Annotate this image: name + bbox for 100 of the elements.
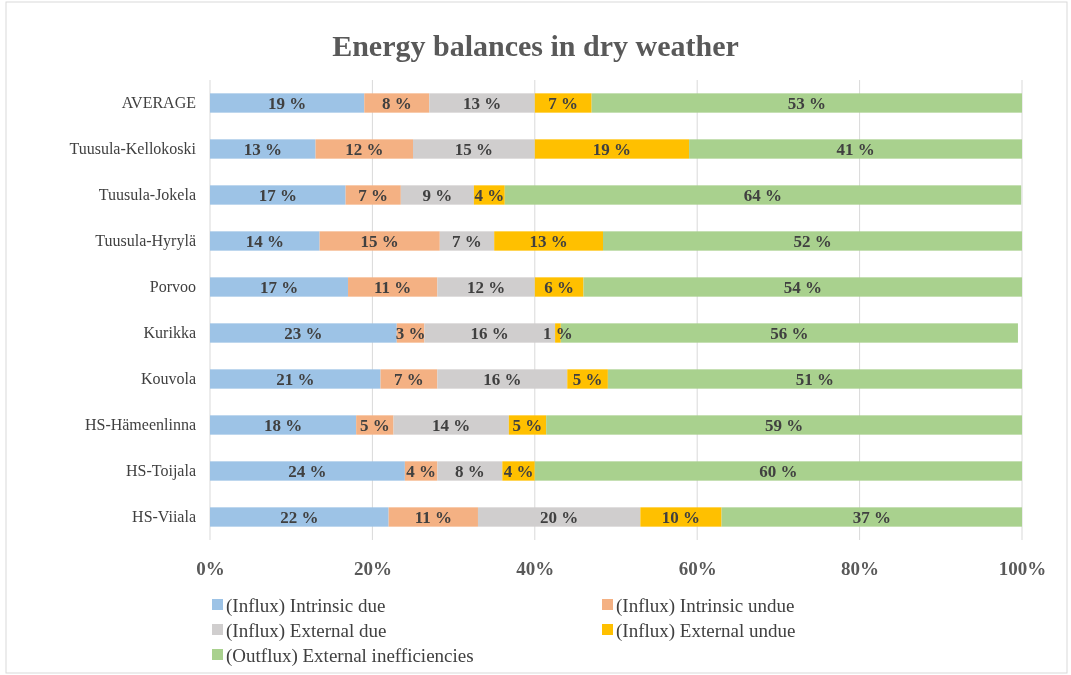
bar [437,461,503,481]
bar [210,415,357,435]
bar [689,139,1022,159]
data-label: 54 % [783,278,822,298]
data-label: 5 % [512,416,543,436]
data-label: 12 % [345,140,384,160]
data-label: 52 % [793,232,832,252]
data-label: 7 % [548,94,579,114]
bar [210,369,381,389]
data-label: 11 % [374,278,412,298]
bar [534,461,1022,481]
data-label: 5 % [572,370,603,390]
bar [348,277,438,297]
y-tick-label: Porvoo [149,278,196,296]
y-tick-label: Tuusula-Jokela [98,186,196,204]
bar [210,185,346,205]
bar [210,139,316,159]
x-tick-label: 60% [678,558,717,580]
data-label: 64 % [743,186,783,206]
bar [210,323,397,343]
bar [210,277,349,297]
data-label: 6 % [544,278,575,298]
data-label: 7 % [394,370,424,390]
data-label: 51 % [795,370,835,390]
data-label: 17 % [259,278,299,298]
bar [388,507,478,527]
data-label: 21 % [276,370,315,390]
bar [210,231,320,251]
data-label: 5 % [359,416,390,436]
data-label: 14 % [245,232,284,252]
bar [210,93,365,113]
data-label: 7 % [452,232,482,252]
x-tick-label: 40% [516,558,555,580]
data-label: 4 % [503,462,534,482]
data-label: 12 % [466,278,506,298]
bar [319,231,440,251]
data-label: 53 % [787,94,826,114]
data-label: 3 % [395,324,426,344]
data-label: 8 % [454,462,485,482]
data-label: 7 % [358,186,389,206]
bar [345,185,401,205]
legend-label: (Influx) External undue [616,619,796,642]
data-label: 20 % [540,508,579,528]
legend-label: (Influx) Intrinsic due [226,594,386,617]
data-label: 16 % [470,324,509,344]
bar [591,93,1022,113]
legend-label: (Influx) External due [226,619,387,642]
data-label: 18 % [263,416,303,436]
x-tick-label: 80% [841,558,880,580]
x-tick-label: 100% [998,558,1047,580]
data-label: 37 % [852,508,891,528]
legend-label: (Influx) Intrinsic undue [616,594,795,617]
bar [393,415,509,435]
data-label: 17 % [258,186,297,206]
bar [640,507,722,527]
data-label: 15 % [454,140,494,160]
data-label: 13 % [462,94,502,114]
y-tick-label: Tuusula-Hyrylä [95,232,196,251]
bar [315,139,413,159]
data-label: 56 % [770,324,809,344]
bar [364,93,430,113]
y-tick-label: Kurikka [143,324,196,342]
bar [546,415,1022,435]
bar [534,93,592,113]
data-label: 41 % [836,140,875,160]
bar [534,139,690,159]
bar [607,369,1022,389]
y-tick-label: Kouvola [140,370,196,388]
bar [494,231,604,251]
data-label: 59 % [764,416,804,436]
data-label: 13 % [529,232,568,252]
data-label: 4 % [406,462,436,482]
data-label: 13 % [243,140,282,160]
data-label: 22 % [280,508,319,528]
y-tick-label: Tuusula-Kellokoski [69,140,197,158]
bar [210,461,405,481]
bar [504,185,1022,205]
data-label: 8 % [381,94,412,114]
chart-title: Energy balances in dry weather [332,29,739,62]
bar [210,507,389,527]
legend-label: (Outflux) External inefficiencies [226,644,474,667]
data-label: 15 % [360,232,399,252]
data-label: 16 % [483,370,522,390]
bar [583,277,1022,297]
bar [400,185,474,205]
data-label: 19 % [592,140,632,160]
data-label: 11 % [414,508,452,528]
x-tick-label: 20% [353,558,392,580]
y-tick-label: HS-Toijala [126,462,196,481]
x-tick-label: 0% [196,558,225,580]
data-label: 60 % [759,462,798,482]
y-tick-label: AVERAGE [121,94,196,112]
data-label: 10 % [661,508,701,528]
data-label: 23 % [284,324,323,344]
data-label: 9 % [422,186,453,206]
bar [721,507,1022,527]
data-label: 14 % [432,416,471,436]
y-tick-label: HS-Hämeenlinna [84,416,196,434]
bar [603,231,1022,251]
data-label: 19 % [268,94,307,114]
